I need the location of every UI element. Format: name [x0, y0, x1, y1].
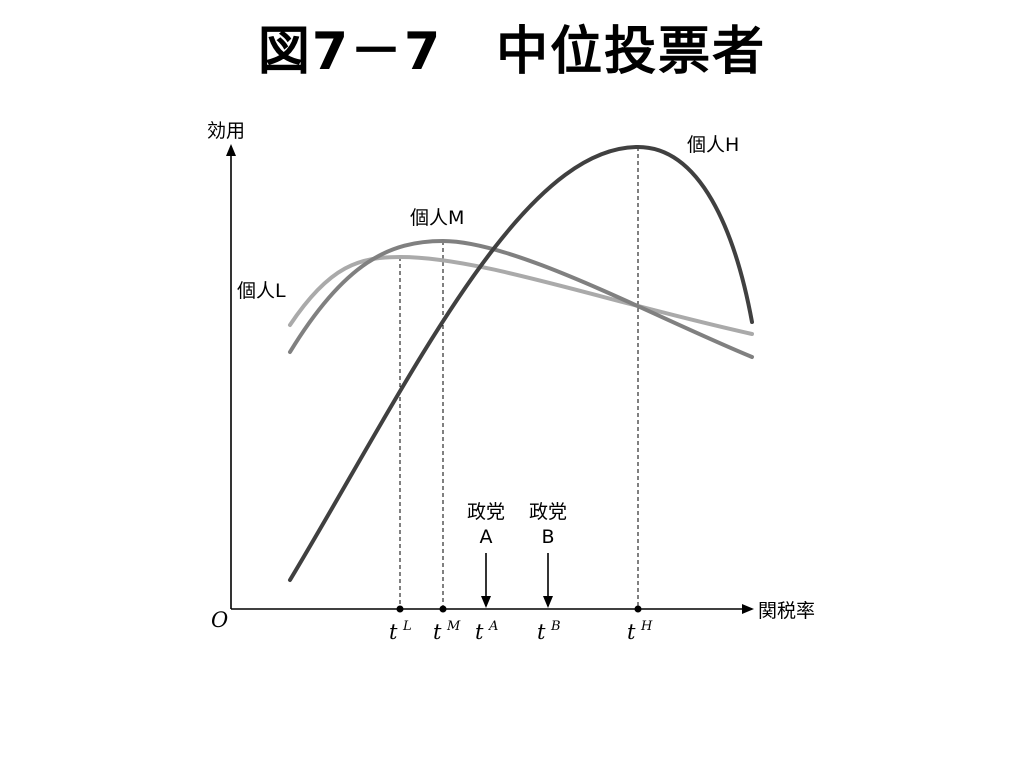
- tick-label-t-a: t A: [475, 619, 498, 644]
- party-b-label: 政党: [529, 501, 567, 523]
- tick-sup: A: [488, 619, 498, 634]
- party-b-letter: B: [541, 526, 554, 548]
- tick-sup: M: [446, 619, 461, 634]
- tick-label-t-m: t M: [433, 619, 461, 644]
- party-b-marker: 政党 B: [529, 501, 567, 608]
- party-a-marker: 政党 A: [467, 501, 505, 608]
- curve-label-individual-m: 個人M: [410, 207, 464, 229]
- tick-base: t: [389, 620, 398, 644]
- tick-base: t: [433, 620, 442, 644]
- x-axis-label: 関税率: [758, 600, 815, 622]
- tick-dot-t-h: [634, 605, 642, 613]
- tick-dot-t-m: [439, 605, 447, 613]
- curve-individual-h: [288, 144, 754, 582]
- tick-label-t-l: t L: [389, 619, 412, 644]
- tick-sup: L: [402, 619, 412, 634]
- slide-title: 図7－7 中位投票者: [257, 22, 767, 82]
- tick-label-t-b: t B: [537, 619, 561, 644]
- tick-base: t: [627, 620, 636, 644]
- party-a-letter: A: [480, 526, 493, 548]
- tick-dot-t-l: [396, 605, 404, 613]
- y-axis-label: 効用: [207, 120, 245, 142]
- curve-individual-m: [288, 238, 754, 359]
- tick-base: t: [475, 620, 484, 644]
- party-a-label: 政党: [467, 501, 505, 523]
- curve-label-individual-h: 個人H: [687, 134, 739, 156]
- tick-label-t-h: t H: [627, 619, 653, 644]
- tick-base: t: [537, 620, 546, 644]
- curve-label-individual-l: 個人L: [237, 280, 286, 302]
- tick-sup: B: [550, 619, 561, 634]
- origin-label: O: [211, 608, 228, 632]
- tick-sup: H: [640, 619, 653, 634]
